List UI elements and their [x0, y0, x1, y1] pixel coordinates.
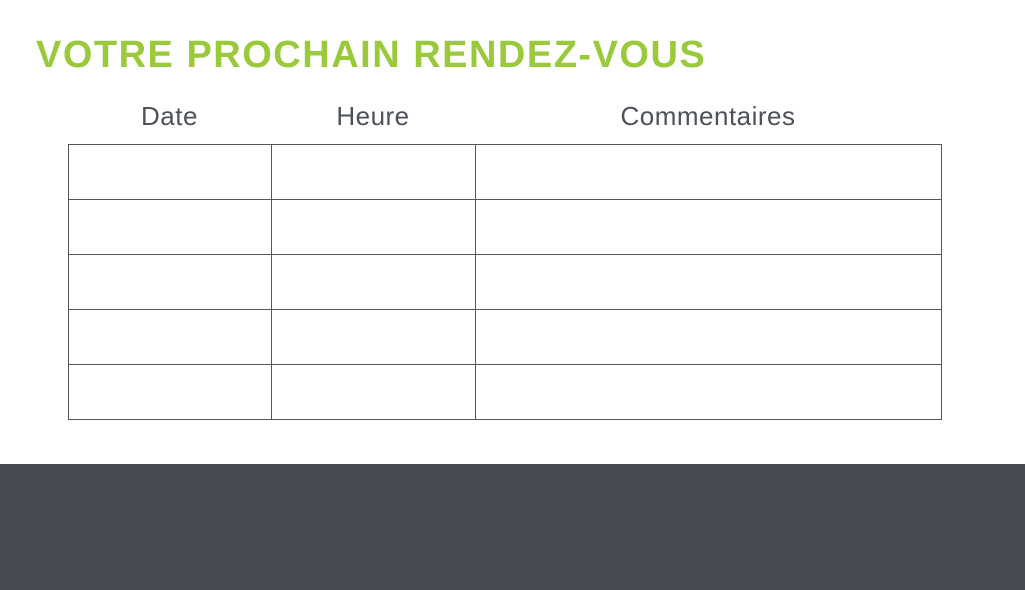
table-cell-heure[interactable]: [271, 309, 476, 365]
table-cell-date[interactable]: [68, 199, 272, 255]
table-cell-commentaires[interactable]: [475, 309, 942, 365]
column-header-commentaires: Commentaires: [620, 101, 796, 131]
column-header-date: Date: [141, 101, 198, 131]
table-cell-commentaires[interactable]: [475, 144, 942, 200]
table-cell-heure[interactable]: [271, 199, 476, 255]
table-row: [68, 199, 942, 255]
table-cell-heure[interactable]: [271, 144, 476, 200]
table-cell-heure[interactable]: [271, 364, 476, 420]
table-cell-heure[interactable]: [271, 254, 476, 310]
table-cell-date[interactable]: [68, 254, 272, 310]
appointment-table-body: [68, 144, 942, 420]
table-cell-commentaires[interactable]: [475, 254, 942, 310]
appointment-table: [68, 144, 942, 420]
table-row: [68, 144, 942, 200]
footer-band: [0, 464, 1025, 590]
table-cell-commentaires[interactable]: [475, 364, 942, 420]
table-row: [68, 364, 942, 420]
table-cell-date[interactable]: [68, 309, 272, 365]
table-cell-commentaires[interactable]: [475, 199, 942, 255]
table-cell-date[interactable]: [68, 364, 272, 420]
table-row: [68, 309, 942, 365]
appointment-table-area: Date Heure Commentaires: [68, 98, 942, 420]
table-header-row: Date Heure Commentaires: [68, 98, 941, 134]
column-header-heure: Heure: [336, 101, 410, 131]
table-row: [68, 254, 942, 310]
table-cell-date[interactable]: [68, 144, 272, 200]
page-title: VOTRE PROCHAIN RENDEZ-VOUS: [36, 34, 707, 76]
